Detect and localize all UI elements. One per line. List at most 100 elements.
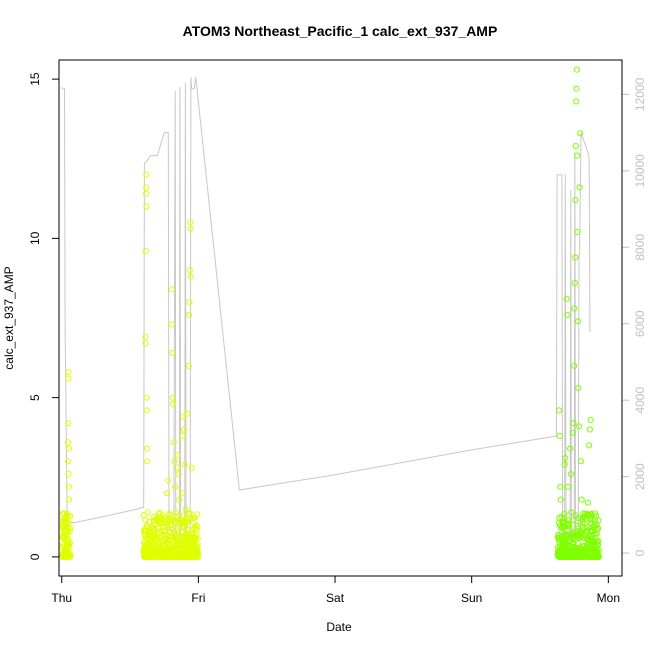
- data-point: [181, 461, 188, 468]
- data-point: [182, 506, 189, 513]
- y-tick-label: 5: [28, 394, 42, 401]
- data-point: [568, 509, 575, 516]
- data-point: [577, 553, 584, 560]
- data-point: [142, 334, 149, 341]
- data-point: [59, 534, 66, 541]
- data-point: [143, 171, 150, 178]
- data-point: [187, 530, 194, 537]
- data-point: [65, 483, 72, 490]
- data-point: [168, 321, 175, 328]
- data-point: [174, 464, 181, 471]
- data-point: [190, 530, 197, 538]
- data-point: [171, 458, 178, 465]
- data-point: [579, 519, 586, 526]
- data-point: [188, 552, 195, 559]
- x-tick-label: Fri: [191, 591, 205, 605]
- data-point: [572, 545, 579, 552]
- x-tick-label: Thu: [51, 591, 72, 605]
- data-point: [183, 519, 190, 526]
- y2-tick-label: 6000: [633, 310, 647, 337]
- data-point: [573, 85, 580, 92]
- data-point: [66, 445, 73, 452]
- data-point: [591, 510, 599, 517]
- data-point: [143, 523, 150, 530]
- data-point: [586, 426, 594, 433]
- data-point: [561, 461, 568, 468]
- data-point: [65, 496, 73, 503]
- data-point: [161, 547, 168, 555]
- data-point: [187, 273, 194, 280]
- data-point: [595, 538, 602, 545]
- data-point: [556, 432, 563, 439]
- data-point: [175, 471, 182, 478]
- data-point: [194, 535, 201, 542]
- data-point: [151, 552, 158, 560]
- data-point: [577, 458, 585, 465]
- data-point: [172, 529, 179, 536]
- axes: Thu Fri Sat Sun Mon 0 5 10 15 0 2000 4000 6000 8000 10…: [28, 72, 647, 605]
- data-point: [163, 490, 171, 497]
- data-point: [186, 267, 193, 274]
- data-point: [66, 539, 73, 547]
- data-point: [169, 349, 176, 357]
- data-point: [60, 510, 67, 517]
- data-point: [567, 445, 574, 452]
- data-point: [154, 534, 161, 541]
- data-point: [65, 420, 72, 427]
- data-point: [179, 518, 186, 525]
- y-tick-label: 10: [28, 231, 42, 245]
- data-point: [586, 442, 593, 449]
- data-point: [182, 532, 190, 540]
- data-point: [184, 410, 191, 417]
- y-axis-label: calc_ext_937_AMP: [2, 266, 16, 369]
- data-point: [164, 531, 171, 539]
- data-point: [65, 471, 72, 478]
- data-point: [59, 544, 66, 551]
- data-point: [581, 513, 588, 520]
- data-point: [571, 305, 578, 312]
- x-tick-label: Sat: [326, 591, 345, 605]
- data-point: [144, 533, 151, 540]
- data-point: [560, 550, 567, 557]
- data-point: [143, 407, 150, 414]
- data-point: [580, 553, 587, 561]
- data-point: [564, 483, 572, 490]
- data-point: [178, 529, 185, 536]
- data-point: [567, 471, 574, 478]
- data-point: [160, 528, 167, 535]
- data-point: [156, 542, 164, 549]
- data-point: [555, 519, 563, 527]
- data-point: [573, 66, 581, 73]
- data-point: [176, 496, 183, 503]
- data-point: [178, 490, 186, 497]
- data-point: [575, 385, 582, 392]
- data-point: [65, 369, 72, 376]
- data-point: [148, 534, 155, 542]
- data-point: [173, 541, 180, 548]
- data-point: [176, 548, 183, 555]
- data-point: [574, 318, 582, 325]
- data-point: [555, 535, 562, 542]
- data-point: [144, 445, 151, 452]
- data-point: [63, 538, 70, 545]
- data-point: [155, 530, 162, 537]
- data-point: [159, 542, 167, 549]
- data-point: [186, 299, 193, 306]
- y2-tick-label: 10000: [633, 154, 647, 188]
- data-point: [574, 228, 581, 236]
- data-point: [572, 547, 579, 554]
- data-point: [66, 550, 73, 557]
- data-point: [63, 510, 71, 517]
- data-point: [564, 311, 571, 318]
- data-point: [186, 539, 193, 546]
- data-point: [574, 152, 581, 159]
- data-point: [557, 543, 564, 550]
- data-point: [142, 190, 150, 197]
- points-series: [59, 66, 602, 561]
- data-point: [60, 531, 67, 538]
- data-point: [557, 496, 564, 503]
- data-point: [172, 509, 179, 516]
- data-point: [174, 451, 181, 459]
- data-point: [569, 533, 576, 541]
- data-point: [179, 432, 186, 439]
